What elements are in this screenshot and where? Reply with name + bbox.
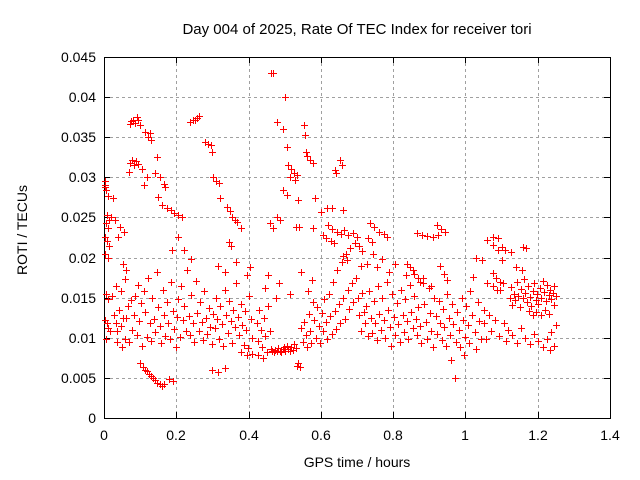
x-tick-label: 0 xyxy=(100,427,108,443)
y-tick-label: 0.015 xyxy=(61,290,96,306)
x-tick-label: 0.6 xyxy=(311,427,331,443)
data-points xyxy=(102,70,560,390)
y-tick-label: 0.045 xyxy=(61,49,96,65)
scatter-series-ROTI xyxy=(102,70,560,390)
x-axis-label: GPS time / hours xyxy=(304,454,411,470)
grid-lines xyxy=(104,57,610,418)
chart-title: Day 004 of 2025, Rate Of TEC Index for r… xyxy=(182,21,531,38)
x-tick-label: 0.8 xyxy=(383,427,403,443)
y-axis-label: ROTI / TECUs xyxy=(14,185,30,275)
x-tick-label: 1.4 xyxy=(600,427,620,443)
y-tick-label: 0.035 xyxy=(61,129,96,145)
y-tick-label: 0.03 xyxy=(69,169,96,185)
x-tick-label: 1.2 xyxy=(528,427,548,443)
y-tick-label: 0 xyxy=(88,410,96,426)
y-tick-label: 0.005 xyxy=(61,370,96,386)
y-tick-label: 0.04 xyxy=(69,89,96,105)
x-tick-label: 0.4 xyxy=(239,427,259,443)
y-tick-label: 0.025 xyxy=(61,209,96,225)
x-tick-label: 1 xyxy=(461,427,469,443)
x-tick-label: 0.2 xyxy=(166,427,186,443)
y-tick-label: 0.01 xyxy=(69,330,96,346)
y-tick-label: 0.02 xyxy=(69,250,96,266)
tick-labels: 0 0.2 0.4 0.6 0.8 1 1.2 1.4 0 0.005 0.01 0.015 0.02 0… xyxy=(61,49,620,443)
